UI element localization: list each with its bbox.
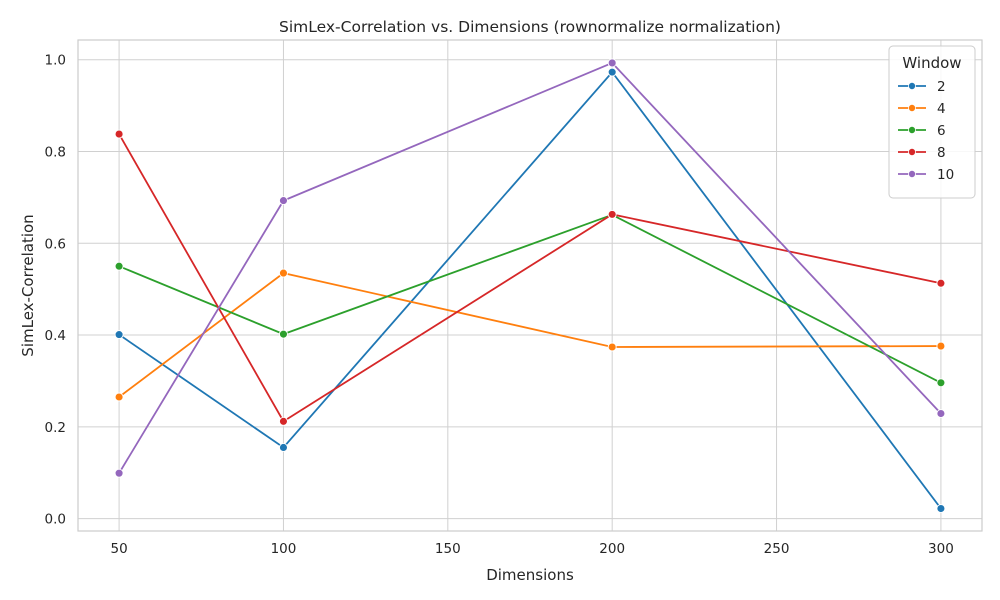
legend-title: Window (902, 54, 961, 72)
x-axis-label: Dimensions (486, 566, 574, 584)
series-10 (114, 58, 946, 478)
x-tick-label: 200 (599, 541, 625, 557)
data-point (279, 443, 288, 452)
legend-item: 8 (898, 145, 946, 161)
legend: Window 2 4 6 8 10 (888, 45, 976, 199)
legend-swatch-marker (908, 104, 917, 113)
y-tick-label: 1.0 (45, 53, 66, 69)
legend-swatch-marker (908, 147, 917, 156)
data-point (279, 329, 288, 339)
x-tick-label: 150 (435, 541, 461, 557)
data-point (936, 341, 946, 351)
legend-label: 2 (937, 79, 946, 95)
x-tick-label: 250 (764, 541, 790, 557)
data-point (114, 392, 124, 402)
series-line (118, 133, 942, 423)
chart-title: SimLex-Correlation vs. Dimensions (rowno… (279, 18, 781, 36)
data-point (607, 67, 617, 77)
legend-item: 2 (898, 79, 946, 95)
legend-label: 4 (937, 101, 946, 117)
series-6 (114, 210, 946, 388)
data-point (607, 342, 617, 352)
y-tick-label: 0.8 (45, 145, 66, 161)
legend-item: 4 (898, 101, 946, 117)
x-tick-label: 300 (928, 541, 954, 557)
data-point (279, 196, 288, 206)
y-tick-label: 0.4 (45, 328, 66, 344)
legend-label: 8 (937, 145, 946, 161)
data-point (936, 278, 946, 288)
y-tick-label: 0.6 (45, 236, 66, 252)
series-line (118, 213, 942, 384)
tick-labels: 50 100 150 200 250 300 0.0 0.2 0.4 0.6 0.8 1.0 (45, 53, 954, 557)
data-point (114, 129, 124, 139)
data-point (114, 330, 124, 340)
legend-label: 10 (937, 167, 954, 183)
legend-swatch-marker (908, 126, 917, 135)
data-point (114, 261, 124, 271)
series-lines (114, 58, 946, 513)
data-point (114, 468, 124, 478)
series-line (118, 272, 941, 398)
data-point (607, 209, 617, 219)
legend-swatch-marker (908, 82, 917, 91)
data-point (936, 409, 946, 418)
y-tick-label: 0.2 (45, 420, 66, 436)
series-4 (114, 268, 946, 402)
series-line (118, 61, 942, 474)
legend-label: 6 (937, 123, 946, 139)
series-line (118, 70, 942, 510)
series-2 (114, 67, 946, 513)
legend-swatch-marker (908, 169, 917, 178)
x-tick-label: 100 (271, 541, 297, 557)
series-8 (114, 129, 946, 426)
x-tick-label: 50 (110, 541, 127, 557)
data-point (936, 504, 946, 513)
y-axis-label: SimLex-Correlation (19, 214, 37, 356)
legend-item: 6 (898, 123, 946, 139)
legend-item: 10 (898, 167, 954, 183)
data-point (279, 416, 288, 426)
data-point (936, 378, 946, 388)
plot-frame (77, 39, 983, 532)
data-point (279, 268, 288, 278)
y-tick-label: 0.0 (45, 512, 66, 528)
data-point (607, 58, 617, 68)
grid-lines (78, 40, 982, 531)
